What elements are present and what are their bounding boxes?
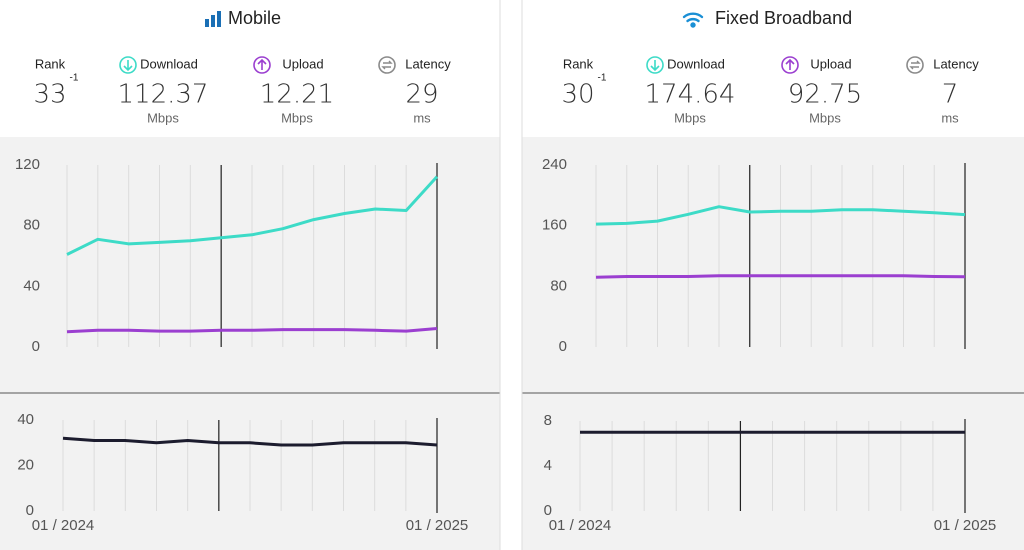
series-line: [66, 327, 438, 334]
y-tick-label: 160: [542, 217, 567, 234]
stat-unit: Mbps: [147, 110, 179, 125]
rank-change: -1: [70, 73, 79, 84]
stat-icon: [253, 56, 271, 74]
icon-arrow: [381, 60, 393, 70]
panel-title: Mobile: [228, 8, 281, 28]
stat-icon: [906, 56, 924, 74]
y-tick-label: 80: [23, 217, 40, 234]
icon-ring: [119, 56, 137, 74]
y-tick-label: 0: [26, 502, 34, 519]
stat-unit: ms: [413, 110, 431, 125]
stat-label: Latency: [933, 56, 979, 71]
y-tick-label: 0: [32, 338, 40, 355]
y-tick-label: 0: [559, 338, 567, 355]
stat-value: 174.64: [645, 80, 736, 110]
rank-label: Rank: [35, 56, 66, 71]
stat-label: Download: [140, 56, 198, 71]
stat-icon: [646, 56, 664, 74]
stat-unit: Mbps: [281, 110, 313, 125]
stat-icon: [378, 56, 396, 74]
stat-icon: [119, 56, 137, 74]
y-tick-label: 120: [15, 156, 40, 173]
y-tick-label: 0: [544, 502, 552, 519]
x-tick-label: 01 / 2024: [32, 517, 95, 534]
icon-arrow: [650, 60, 660, 72]
stat-unit: ms: [941, 110, 959, 125]
stat-label: Upload: [810, 56, 851, 71]
stat-value: 7: [942, 80, 959, 110]
icon-ring: [646, 56, 664, 74]
rank-label: Rank: [563, 56, 594, 71]
stat-unit: Mbps: [674, 110, 706, 125]
wifi-icon: [682, 12, 704, 28]
stat-unit: Mbps: [809, 110, 841, 125]
icon-arrow: [257, 58, 267, 70]
stat-label: Download: [667, 56, 725, 71]
x-tick-label: 01 / 2025: [934, 517, 997, 534]
y-tick-label: 40: [23, 277, 40, 294]
icon-ring: [253, 56, 271, 74]
stat-label: Latency: [405, 56, 451, 71]
stat-icon: [781, 56, 799, 74]
y-tick-label: 40: [17, 411, 34, 428]
icon-ring: [781, 56, 799, 74]
y-tick-label: 4: [544, 457, 552, 474]
series-line: [595, 274, 966, 279]
x-tick-label: 01 / 2025: [406, 517, 469, 534]
icon-ring: [906, 56, 924, 74]
series-line: [595, 205, 966, 226]
rank-value: 30: [561, 80, 594, 110]
rank-change: -1: [598, 73, 607, 84]
icon-arrow: [909, 60, 921, 70]
stat-value: 29: [405, 80, 438, 110]
series-line: [62, 436, 438, 447]
icon-arrow: [123, 60, 133, 72]
stat-value: 92.75: [788, 80, 862, 110]
series-line: [66, 175, 439, 256]
rank-value: 33: [33, 80, 66, 110]
stat-label: Upload: [282, 56, 323, 71]
mobile-icon: [205, 11, 221, 27]
stat-value: 12.21: [260, 80, 334, 110]
x-tick-label: 01 / 2024: [549, 517, 612, 534]
panel-title: Fixed Broadband: [715, 8, 852, 28]
stat-value: 112.37: [118, 80, 209, 110]
y-tick-label: 8: [544, 412, 552, 429]
y-tick-label: 20: [17, 456, 34, 473]
y-tick-label: 240: [542, 156, 567, 173]
icon-arrow: [785, 58, 795, 70]
icon-ring: [378, 56, 396, 74]
y-tick-label: 80: [550, 277, 567, 294]
